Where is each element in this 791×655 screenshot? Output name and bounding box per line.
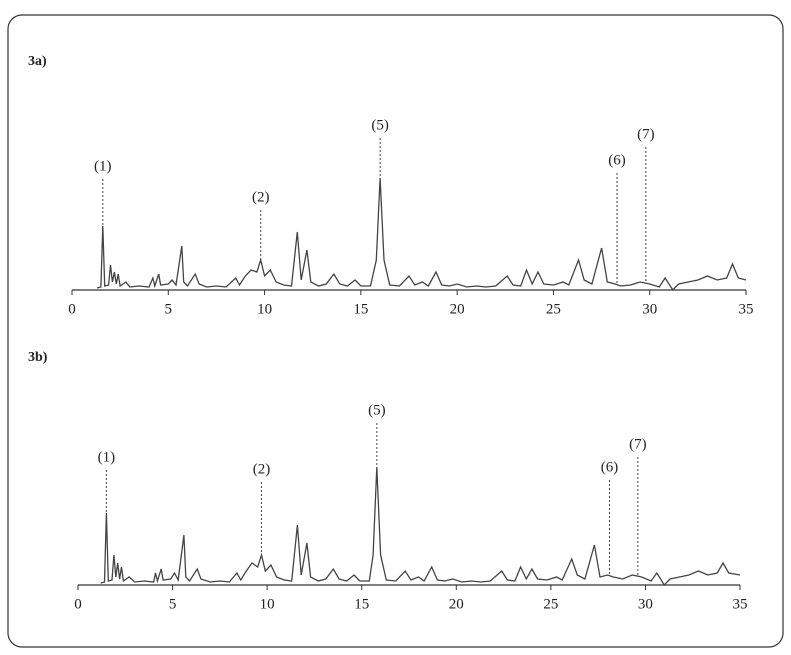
x-tick-label: 35 — [739, 301, 754, 317]
peak-label: (5) — [368, 402, 386, 418]
peak-label: (2) — [252, 189, 270, 205]
x-tick-label: 0 — [68, 301, 76, 317]
peak-label: (7) — [629, 436, 647, 452]
frame — [7, 14, 784, 648]
peak-label: (6) — [608, 152, 626, 168]
peak-label: (1) — [98, 449, 116, 465]
x-tick-label: 30 — [638, 596, 653, 612]
x-tick-label: 0 — [74, 596, 82, 612]
x-tick-label: 20 — [450, 301, 465, 317]
x-tick-label: 25 — [543, 596, 558, 612]
x-tick-label: 10 — [260, 596, 275, 612]
x-tick-label: 15 — [353, 301, 368, 317]
peak-label: (1) — [94, 158, 112, 174]
panel-title: 3b) — [28, 350, 48, 365]
peak-label: (2) — [253, 461, 271, 477]
x-tick-label: 10 — [257, 301, 272, 317]
trace — [96, 177, 747, 292]
peak-label: (5) — [371, 117, 389, 133]
x-tick-label: 20 — [449, 596, 464, 612]
x-tick-label: 5 — [169, 596, 177, 612]
x-tick-label: 25 — [546, 301, 561, 317]
x-tick-label: 30 — [642, 301, 657, 317]
x-tick-label: 15 — [354, 596, 369, 612]
panel-title: 3a) — [28, 54, 47, 69]
x-tick-label: 5 — [165, 301, 173, 317]
peak-label: (6) — [601, 459, 619, 475]
peak-label: (7) — [637, 126, 655, 142]
x-tick-label: 35 — [733, 596, 748, 612]
trace — [100, 466, 741, 587]
